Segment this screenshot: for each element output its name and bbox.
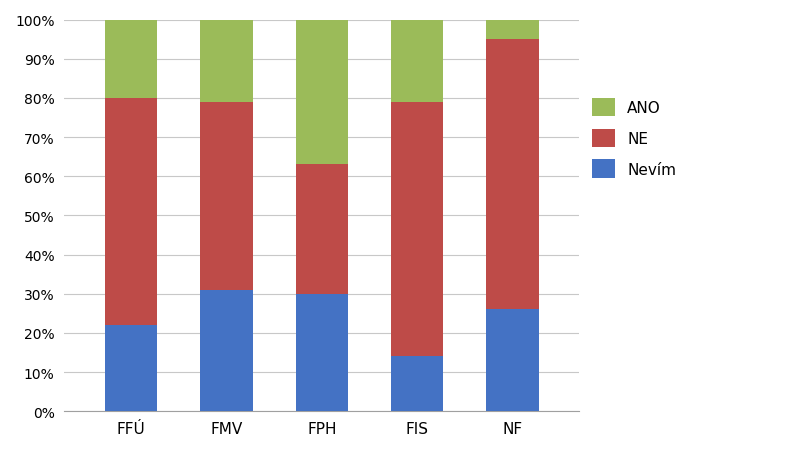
Bar bbox=[295, 20, 348, 165]
Bar bbox=[105, 20, 157, 99]
Bar bbox=[486, 40, 539, 310]
Bar bbox=[105, 325, 157, 411]
Bar bbox=[295, 165, 348, 294]
Bar bbox=[486, 310, 539, 411]
Bar bbox=[295, 294, 348, 411]
Bar bbox=[391, 102, 444, 357]
Bar bbox=[105, 99, 157, 325]
Bar bbox=[391, 20, 444, 102]
Bar bbox=[200, 102, 253, 290]
Bar bbox=[391, 357, 444, 411]
Bar bbox=[200, 290, 253, 411]
Bar bbox=[200, 20, 253, 102]
Legend: ANO, NE, Nevím: ANO, NE, Nevím bbox=[592, 98, 676, 179]
Bar bbox=[486, 20, 539, 40]
